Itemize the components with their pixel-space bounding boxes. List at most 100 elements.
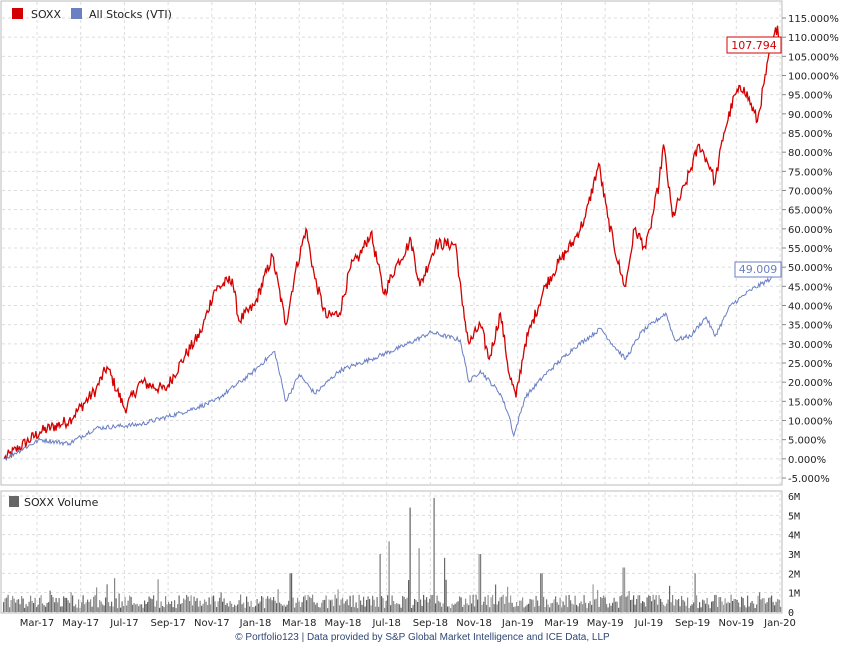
volume-bar <box>511 602 513 612</box>
y-tick-label: 75.000% <box>788 167 833 178</box>
volume-bar <box>550 603 552 612</box>
volume-bar <box>472 594 474 612</box>
volume-bar <box>670 602 672 612</box>
volume-bar <box>201 605 203 612</box>
volume-bar <box>688 608 690 612</box>
volume-bar <box>490 597 492 612</box>
volume-bar <box>237 604 239 612</box>
volume-bar <box>568 595 570 612</box>
y-tick-label: 85.000% <box>788 129 833 140</box>
y-tick-label: 95.000% <box>788 91 833 102</box>
volume-bar <box>502 594 504 612</box>
volume-bar <box>54 602 56 612</box>
volume-bar <box>498 601 500 612</box>
volume-bar <box>175 607 177 612</box>
volume-bar <box>232 607 234 612</box>
x-tick-label: Jul-17 <box>109 618 138 629</box>
volume-bar <box>127 600 129 612</box>
x-tick-label: Nov-18 <box>456 618 492 629</box>
legend-label-vti[interactable]: All Stocks (VTI) <box>89 8 172 21</box>
volume-bar <box>741 596 743 612</box>
volume-bar <box>103 605 105 612</box>
volume-bar <box>423 594 425 612</box>
volume-bar <box>331 599 333 612</box>
legend-swatch-vti <box>71 8 82 19</box>
volume-bar <box>576 604 578 612</box>
volume-bar <box>655 595 657 612</box>
volume-bar <box>522 597 524 612</box>
y-tick-label: 110.000% <box>788 33 839 44</box>
volume-bar <box>766 602 768 612</box>
volume-bar <box>49 590 51 612</box>
volume-bar <box>379 554 381 612</box>
y-tick-label: 15.000% <box>788 397 833 408</box>
volume-bar <box>625 596 627 612</box>
volume-bar <box>558 604 560 612</box>
volume-bar <box>363 596 365 612</box>
x-tick-label: May-18 <box>325 618 362 629</box>
volume-bar <box>483 601 485 612</box>
volume-bar <box>397 603 399 612</box>
volume-bar <box>580 601 582 612</box>
volume-bar <box>285 606 287 612</box>
volume-bar <box>538 605 540 612</box>
volume-bar <box>430 595 432 612</box>
volume-bar <box>96 587 98 612</box>
y-tick-label: 45.000% <box>788 282 833 293</box>
volume-bar <box>360 600 362 612</box>
volume-bar <box>481 604 483 612</box>
volume-bar <box>277 589 279 612</box>
volume-bar <box>529 599 531 612</box>
volume-bar <box>588 603 590 612</box>
volume-bar <box>570 600 572 612</box>
volume-bar <box>700 607 702 612</box>
volume-bar <box>600 597 602 612</box>
volume-bar <box>552 602 554 612</box>
volume-bar <box>429 598 431 612</box>
volume-bar <box>94 595 96 612</box>
volume-bar <box>435 603 437 612</box>
x-tick-label: Jan-19 <box>501 618 534 629</box>
volume-bar <box>75 604 77 612</box>
volume-bar <box>777 599 779 612</box>
volume-bar <box>424 599 426 612</box>
volume-bar <box>60 606 62 612</box>
volume-bar <box>468 605 470 612</box>
volume-bar <box>51 594 53 612</box>
volume-bar <box>195 601 197 612</box>
volume-bar <box>735 599 737 612</box>
volume-bar <box>765 603 767 612</box>
volume-bar <box>328 599 330 612</box>
volume-bar <box>687 597 689 612</box>
volume-bar <box>537 600 539 612</box>
volume-plot-frame <box>0 490 783 614</box>
volume-bar <box>771 595 773 612</box>
volume-bar <box>535 595 537 612</box>
volume-bar <box>117 608 119 612</box>
x-tick-label: Mar-19 <box>544 618 579 629</box>
volume-bar <box>598 606 600 612</box>
volume-bar <box>247 601 249 612</box>
volume-bar <box>493 604 495 612</box>
volume-bar <box>27 606 29 612</box>
volume-bar <box>238 600 240 612</box>
volume-bar <box>753 603 755 612</box>
volume-bar <box>102 604 104 612</box>
volume-bar <box>318 607 320 612</box>
volume-bar <box>279 602 281 612</box>
volume-bar <box>477 599 479 612</box>
volume-bar <box>132 604 134 612</box>
legend-label-soxx[interactable]: SOXX <box>31 8 61 21</box>
volume-bar <box>723 604 725 612</box>
volume-bar <box>258 603 260 612</box>
volume-bar <box>282 605 284 612</box>
volume-bar <box>565 595 567 612</box>
volume-bar <box>333 606 335 612</box>
volume-bar <box>169 604 171 612</box>
legend: SOXX All Stocks (VTI) <box>12 8 172 21</box>
volume-bar <box>438 600 440 612</box>
volume-bar <box>708 604 710 612</box>
volume-bar <box>714 595 716 612</box>
x-tick-label: May-17 <box>62 618 99 629</box>
volume-bar <box>174 600 176 612</box>
